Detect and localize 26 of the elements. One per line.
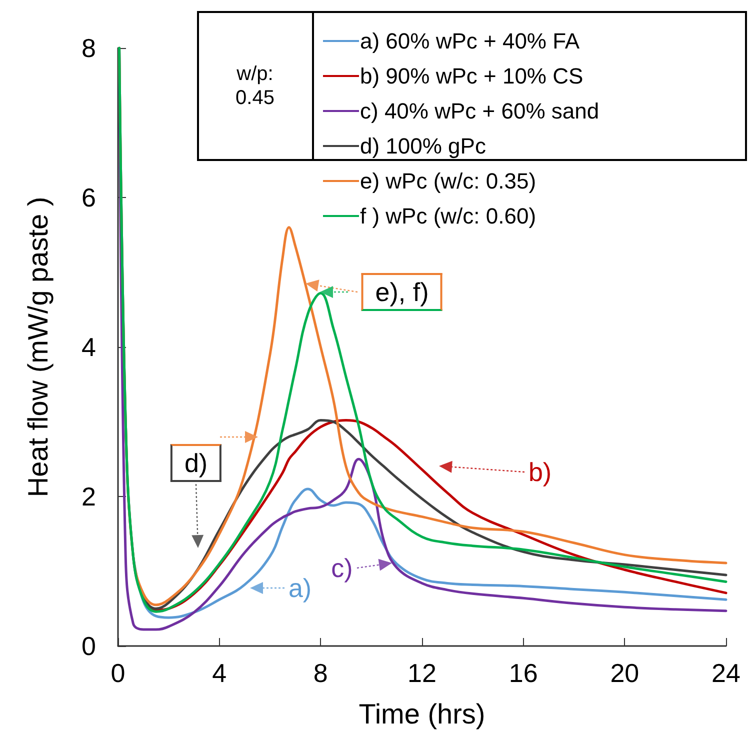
annotation: e), f) [361, 273, 443, 311]
y-tick-label: 6 [82, 182, 96, 212]
legend-label: a) 60% wPc + 40% FA [360, 28, 580, 54]
legend-label: d) 100% gPc [360, 134, 486, 158]
x-tick-label: 16 [508, 658, 538, 688]
y-axis-title: Heat flow (mW/g paste ) [22, 196, 54, 498]
legend-title: w/p: 0.45 [234, 62, 276, 110]
annotation: a) [288, 573, 312, 603]
legend-label: b) 90% wPc + 10% CS [360, 64, 584, 88]
x-axis-title: Time (hrs) [358, 698, 486, 730]
legend-label: e) wPc (w/c: 0.35) [360, 168, 536, 194]
y-tick-label: 8 [82, 33, 96, 63]
x-tick-label: 20 [610, 658, 640, 688]
annotation: c) [331, 553, 353, 583]
y-tick-label: 2 [82, 482, 96, 512]
x-tick-label: 24 [712, 658, 740, 688]
legend-label: c) 40% wPc + 60% sand [360, 98, 600, 124]
x-tick-label: 4 [212, 658, 227, 688]
x-tick-label: 0 [110, 658, 126, 688]
x-tick-label: 8 [313, 658, 328, 688]
legend-label: f ) wPc (w/c: 0.60) [360, 204, 536, 228]
annotation: d) [170, 444, 222, 482]
annotation: b) [528, 457, 552, 487]
x-tick-label: 12 [408, 658, 436, 688]
y-tick-label: 4 [82, 332, 96, 362]
y-tick-label: 0 [82, 631, 96, 661]
